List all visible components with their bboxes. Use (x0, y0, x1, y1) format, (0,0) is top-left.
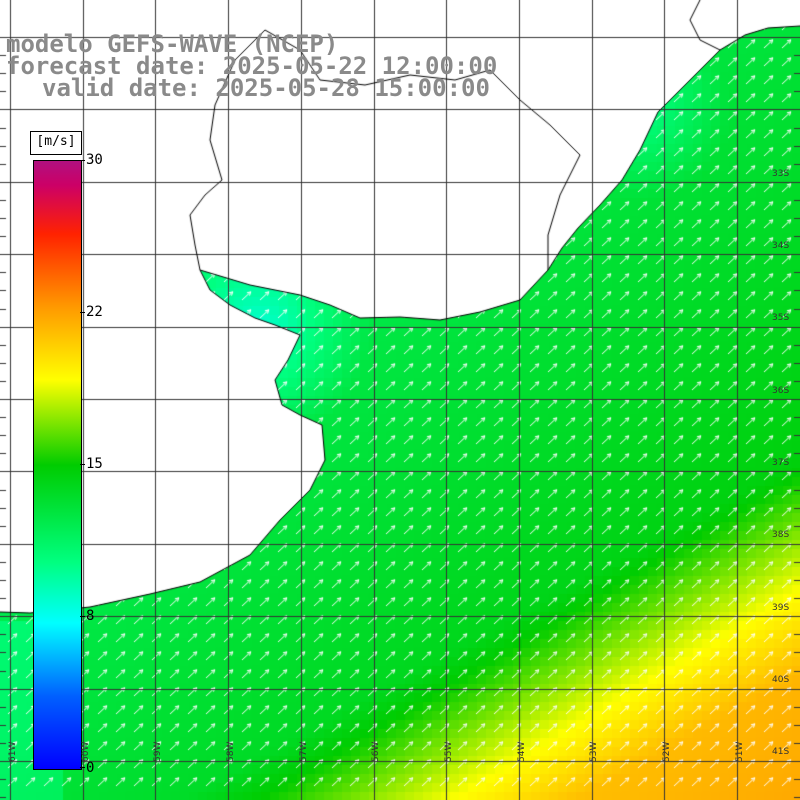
longitude-label: 51W (735, 741, 745, 762)
title-forecast-date: forecast date: 2025-05-22 12:00:00 (6, 52, 498, 80)
colorbar-unit-label: [m/s] (36, 134, 76, 149)
colorbar-tick-label: 8 (86, 608, 95, 624)
longitude-label: 59W (153, 741, 163, 762)
colorbar-unit-box: [m/s] (30, 131, 82, 155)
colorbar-tick-label: 0 (86, 760, 95, 776)
colorbar-tickmark (80, 160, 85, 161)
colorbar-tickmark (80, 767, 85, 768)
colorbar (33, 160, 82, 770)
longitude-label: 57W (299, 741, 309, 762)
title-valid-date: valid date: 2025-05-28 15:00:00 (42, 74, 490, 102)
colorbar-tickmark (80, 464, 85, 465)
colorbar-tick-label: 30 (86, 152, 103, 168)
latitude-label: 33S (772, 169, 790, 179)
latitude-label: 39S (772, 603, 790, 613)
longitude-label: 60W (81, 741, 91, 762)
title-model: modelo GEFS-WAVE (NCEP) (6, 30, 339, 58)
latitude-label: 34S (772, 241, 790, 251)
longitude-label: 54W (517, 741, 527, 762)
latitude-label: 35S (772, 313, 790, 323)
latitude-label: 40S (772, 675, 790, 685)
latitude-label: 37S (772, 458, 790, 468)
colorbar-tickmark (80, 312, 85, 313)
latitude-label: 36S (772, 386, 790, 396)
longitude-label: 55W (444, 741, 454, 762)
longitude-label: 56W (371, 741, 381, 762)
longitude-label: 52W (662, 741, 672, 762)
colorbar-tick-label: 22 (86, 304, 103, 320)
colorbar-tickmark (80, 616, 85, 617)
colorbar-tick-label: 15 (86, 456, 103, 472)
latitude-label: 41S (772, 747, 790, 757)
longitude-label: 61W (8, 741, 18, 762)
longitude-label: 58W (226, 741, 236, 762)
longitude-label: 53W (589, 741, 599, 762)
latitude-label: 38S (772, 530, 790, 540)
